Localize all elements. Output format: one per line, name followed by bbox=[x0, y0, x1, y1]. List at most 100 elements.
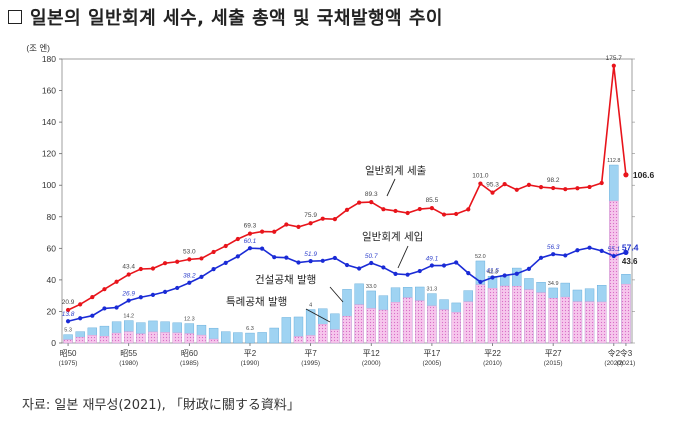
label-revenue: 56.3 bbox=[547, 244, 560, 251]
y-tick-label: 60 bbox=[47, 243, 57, 253]
label-expenditure: 175.7 bbox=[606, 55, 623, 62]
bar-special bbox=[572, 301, 583, 344]
x-tick-label: 昭60 bbox=[181, 349, 198, 358]
bar-construction bbox=[257, 332, 267, 344]
point-revenue bbox=[381, 265, 386, 270]
point-expenditure bbox=[126, 272, 131, 277]
x-tick-year: (2015) bbox=[544, 360, 563, 367]
y-tick-label: 180 bbox=[42, 54, 56, 64]
bar-special bbox=[342, 315, 352, 344]
bar-special bbox=[475, 284, 486, 344]
chart-title: 일본의 일반회계 세수, 세출 총액 및 국채발행액 추이 bbox=[30, 8, 443, 29]
point-expenditure bbox=[223, 243, 228, 249]
bar-special bbox=[124, 331, 134, 344]
x-tick-year: (2020) bbox=[604, 360, 623, 367]
bar-special bbox=[366, 308, 376, 344]
bar-special bbox=[402, 297, 413, 344]
bar-special bbox=[451, 312, 461, 344]
point-revenue bbox=[284, 255, 289, 260]
annotation-expenditure-pointer bbox=[386, 178, 396, 197]
point-revenue bbox=[211, 267, 216, 272]
label-bond: 33.0 bbox=[366, 284, 377, 290]
point-expenditure bbox=[429, 206, 434, 211]
label-bond: 34.9 bbox=[548, 281, 559, 287]
point-expenditure bbox=[247, 231, 253, 236]
bar-construction bbox=[245, 332, 255, 344]
label-revenue: 60.1 bbox=[244, 238, 257, 245]
point-expenditure bbox=[466, 207, 471, 212]
point-revenue bbox=[454, 260, 459, 265]
bar-special bbox=[99, 336, 110, 344]
point-expenditure bbox=[272, 229, 277, 234]
annotation-expenditure: 일반회계 세출 bbox=[365, 164, 427, 177]
bar-special bbox=[439, 309, 449, 344]
point-revenue bbox=[393, 271, 398, 276]
annotation-construction: 건설공채 발행 bbox=[255, 274, 316, 286]
point-expenditure bbox=[102, 287, 107, 292]
bar-special bbox=[293, 336, 304, 344]
label-revenue: 38.2 bbox=[183, 273, 196, 280]
x-tick-label: 昭55 bbox=[120, 349, 137, 358]
point-revenue bbox=[502, 273, 507, 278]
point-revenue bbox=[162, 289, 168, 294]
x-tick-label: 平27 bbox=[545, 349, 562, 358]
end-label-expenditure: 106.6 bbox=[633, 170, 655, 180]
point-revenue bbox=[405, 272, 410, 277]
labels: 20.9 43.4 53.0 69.3 75.9 89.3 85.5 101.0 95.3 98.… bbox=[62, 55, 655, 334]
x-tick-label: 平22 bbox=[484, 349, 501, 358]
point-revenue bbox=[332, 255, 337, 261]
bar-special bbox=[354, 304, 364, 344]
point-expenditure bbox=[187, 257, 192, 262]
bar-special bbox=[560, 296, 570, 344]
bar-special bbox=[584, 301, 595, 344]
x-tick-year: (1990) bbox=[241, 360, 260, 367]
label-expenditure: 53.0 bbox=[183, 248, 196, 255]
bar-construction bbox=[281, 317, 292, 344]
point-revenue bbox=[90, 313, 95, 318]
point-expenditure bbox=[514, 187, 519, 192]
bar-special bbox=[536, 292, 546, 344]
point-expenditure bbox=[393, 208, 398, 214]
lines bbox=[65, 63, 629, 324]
point-expenditure bbox=[599, 180, 604, 186]
bar-construction bbox=[221, 331, 231, 344]
checkbox-square-icon bbox=[8, 10, 22, 24]
bar-special bbox=[208, 338, 219, 344]
point-revenue bbox=[260, 246, 265, 251]
point-revenue bbox=[551, 252, 556, 257]
annotation-special-pointer bbox=[305, 308, 331, 323]
bar-special bbox=[621, 283, 631, 344]
bar-special bbox=[305, 335, 316, 344]
y-tick-label: 40 bbox=[47, 275, 57, 285]
bar-special bbox=[63, 339, 73, 344]
point-revenue bbox=[344, 262, 350, 268]
point-expenditure bbox=[454, 211, 459, 217]
label-expenditure: 20.9 bbox=[62, 299, 75, 306]
x-tick-label: 平12 bbox=[363, 349, 380, 358]
bar-special bbox=[499, 285, 510, 344]
x-tick-label: 平7 bbox=[304, 349, 317, 358]
bar-special bbox=[148, 331, 158, 344]
label-expenditure: 98.2 bbox=[547, 177, 560, 184]
point-expenditure bbox=[308, 221, 313, 226]
point-expenditure bbox=[199, 256, 204, 261]
chart-svg: 0 20 40 60 80 100 120 140 160 180(조 엔) 昭50 (1975) 昭5… bbox=[26, 43, 655, 367]
point-revenue bbox=[247, 246, 253, 251]
x-tick-label: 令2 bbox=[608, 348, 621, 358]
annotation-revenue: 일반회계 세입 bbox=[362, 230, 423, 243]
point-revenue bbox=[320, 258, 325, 263]
axes: 0 20 40 60 80 100 120 140 160 180(조 엔) 昭50 (1975) 昭5… bbox=[26, 43, 635, 367]
point-revenue bbox=[417, 268, 422, 274]
annotation-special: 특례공채 발행 bbox=[226, 296, 287, 308]
bar-special bbox=[609, 200, 619, 344]
bar-special bbox=[196, 334, 207, 344]
label-revenue: 49.1 bbox=[426, 256, 439, 263]
label-expenditure: 95.3 bbox=[486, 182, 499, 189]
bar-special bbox=[524, 289, 534, 344]
point-expenditure bbox=[332, 217, 337, 222]
point-expenditure bbox=[405, 210, 410, 216]
x-tick-year: (2010) bbox=[483, 360, 502, 367]
point-revenue bbox=[175, 285, 180, 291]
point-revenue bbox=[308, 259, 313, 264]
